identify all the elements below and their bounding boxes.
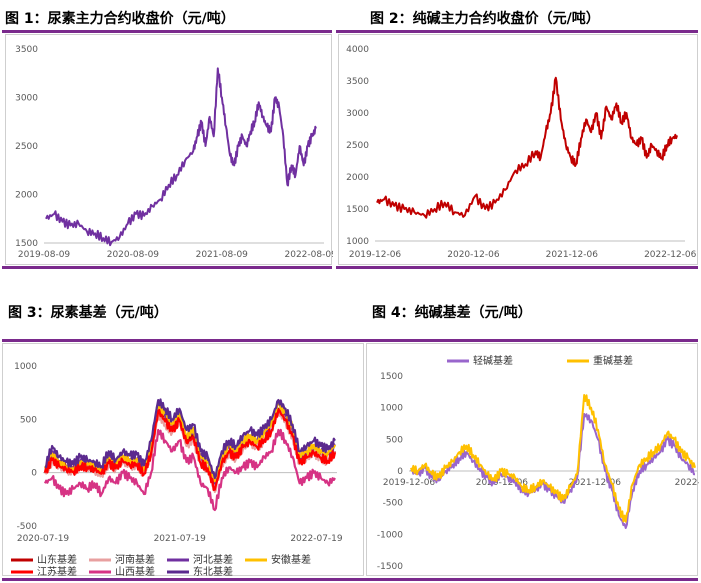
y-tick-label: 1000: [14, 362, 37, 372]
y-tick-label: 3000: [15, 94, 38, 104]
legend-label: 安徽基差: [271, 553, 311, 566]
x-tick-label: 2020-12-06: [476, 478, 529, 488]
legend-label: 河南基差: [115, 553, 155, 566]
y-tick-label: 1500: [15, 239, 38, 249]
series-line: [376, 76, 678, 219]
x-tick-label: 2019-12-06: [383, 478, 436, 488]
fig1-panel: 1500 2000 2500 3000 3500 2019-08-09 2020-08-09…: [5, 34, 337, 265]
y-tick-label: -500: [17, 522, 38, 532]
y-tick-label: 2000: [15, 191, 38, 201]
x-tick-label: 2022-08-09: [285, 250, 333, 260]
legend-label: 江苏基差: [37, 565, 77, 577]
fig2-bottom-rule: [336, 266, 698, 269]
x-tick-label: 2019-08-09: [18, 250, 71, 260]
y-tick-label: 2500: [346, 141, 369, 151]
y-tick-label: 2500: [15, 142, 38, 152]
y-tick-label: 0: [31, 469, 37, 479]
y-tick-label: -1500: [377, 562, 403, 572]
y-tick-label: -1000: [377, 530, 403, 540]
fig2-panel: 1000 1500 2000 2500 3000 3500 4000 2019-12-06 20…: [338, 34, 698, 265]
x-tick-label: 2021-12-06: [546, 250, 599, 260]
series-line: [45, 67, 317, 247]
fig4-panel: -1500 -1000 -500 0 500 1000 1500 2019-12-06 2020…: [366, 343, 701, 576]
series-line: [44, 428, 336, 512]
y-tick-label: 500: [386, 435, 403, 445]
x-tick-label: 2022-07-19: [290, 534, 343, 544]
y-tick-label: 1500: [380, 372, 403, 382]
x-tick-label: 2021-12-06: [569, 478, 622, 488]
x-tick-label: 2020-07-19: [17, 534, 70, 544]
fig3-chart: -500 0 500 1000 2020-07-19 2021-07-19 2022-07-…: [11, 362, 343, 578]
fig2-chart: 1000 1500 2000 2500 3000 3500 4000 2019-12-06 20…: [346, 45, 697, 260]
x-tick-label: 2022-: [675, 478, 699, 488]
fig4-caption: 图 4：纯碱基差（元/吨）: [372, 305, 532, 321]
y-tick-label: 1000: [380, 404, 403, 414]
fig2-top-rule: [336, 30, 698, 33]
fig4-bottom-rule: [2, 578, 698, 581]
y-tick-label: 3500: [15, 45, 38, 55]
x-tick-label: 2021-08-09: [196, 250, 249, 260]
y-tick-label: -500: [383, 499, 404, 509]
fig1-top-rule: [2, 30, 332, 33]
x-tick-label: 2020-12-06: [447, 250, 500, 260]
y-tick-label: 500: [20, 415, 37, 425]
fig4-chart: -1500 -1000 -500 0 500 1000 1500 2019-12-06 2020…: [377, 354, 701, 572]
x-tick-label: 2022-12-06: [644, 250, 697, 260]
x-tick-label: 2019-12-06: [349, 250, 402, 260]
y-tick-label: 2000: [346, 173, 369, 183]
fig3-top-rule: [2, 339, 698, 342]
legend-label: 轻碱基差: [473, 354, 513, 367]
legend-label: 河北基差: [193, 553, 233, 566]
legend-label: 山西基差: [115, 565, 155, 577]
y-tick-label: 1500: [346, 205, 369, 215]
legend-label: 山东基差: [37, 553, 77, 566]
legend-label: 东北基差: [193, 565, 233, 577]
y-tick-label: 3000: [346, 109, 369, 119]
legend-label: 重碱基差: [593, 354, 633, 367]
series-line: [44, 398, 336, 480]
series-line: [410, 394, 696, 523]
fig3-caption: 图 3：尿素基差（元/吨）: [8, 305, 168, 321]
fig2-caption: 图 2：纯碱主力合约收盘价（元/吨）: [370, 11, 600, 27]
fig1-chart: 1500 2000 2500 3000 3500 2019-08-09 2020-08-09…: [15, 45, 337, 260]
y-tick-label: 3500: [346, 77, 369, 87]
fig1-caption: 图 1：尿素主力合约收盘价（元/吨）: [5, 11, 235, 27]
x-tick-label: 2020-08-09: [107, 250, 160, 260]
y-tick-label: 1000: [346, 237, 369, 247]
y-tick-label: 0: [397, 467, 403, 477]
fig3-panel: -500 0 500 1000 2020-07-19 2021-07-19 2022-07-…: [2, 343, 364, 578]
series-line: [43, 408, 337, 491]
x-tick-label: 2021-07-19: [154, 534, 207, 544]
fig1-bottom-rule: [2, 266, 332, 269]
y-tick-label: 4000: [346, 45, 369, 55]
